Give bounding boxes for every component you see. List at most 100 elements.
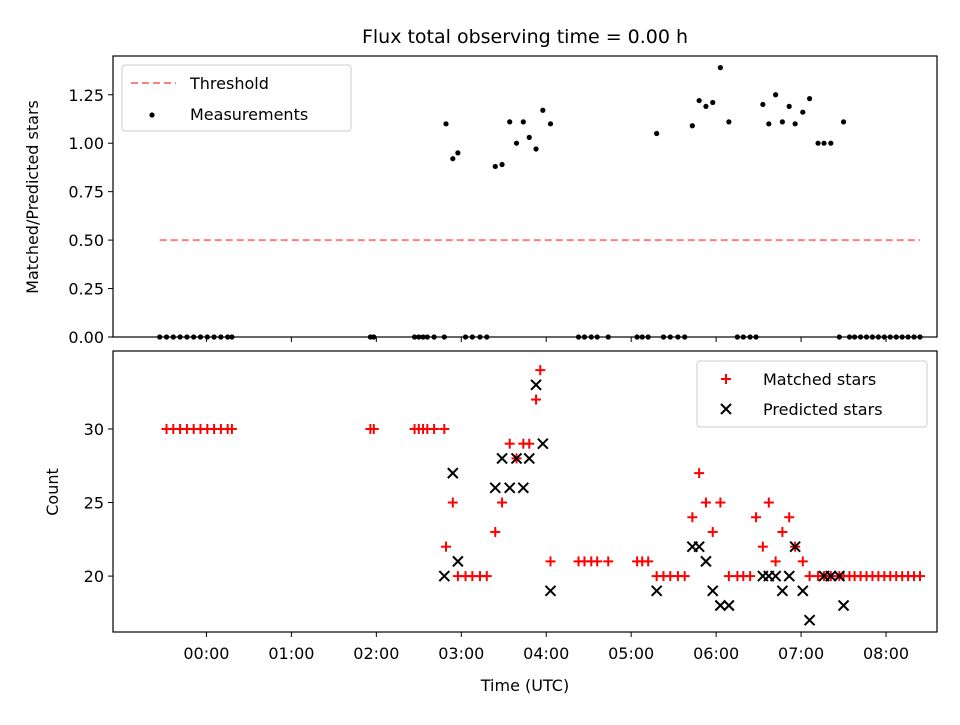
measurement-point (710, 99, 716, 106)
bottom-x-axis: 00:00 01:00 02:00 03:00 04:00 05:00 06:00 07:00… (183, 632, 909, 663)
predicted-star-point (650, 585, 663, 597)
measurement-point (526, 134, 532, 140)
bottom-y-axis-label: Count (43, 468, 62, 516)
matched-star-point (700, 497, 711, 508)
predicted-star-point (700, 555, 712, 568)
legend-measurements-label: Measurements (190, 105, 308, 124)
matched-star-point (545, 556, 556, 567)
x-tick-label: 00:00 (183, 644, 229, 663)
measurement-point (760, 101, 766, 108)
measurement-point (513, 140, 520, 146)
measurement-point (815, 140, 821, 146)
x-tick-label: 04:00 (523, 644, 569, 663)
matched-star-point (757, 541, 768, 552)
matched-star-point (439, 423, 450, 434)
legend-predicted-swatch (720, 403, 732, 415)
bottom-y-tick-label: 20 (84, 567, 104, 586)
measurement-point (540, 107, 546, 113)
legend-measurements-swatch (149, 112, 155, 118)
predicted-star-point (537, 437, 549, 450)
matched-star-point (497, 497, 508, 508)
top-y-axis-label: Matched/Predicted stars (23, 100, 42, 294)
bottom-y-tick-label: 25 (84, 494, 104, 513)
measurement-point (726, 119, 732, 125)
measurement-point (455, 150, 461, 156)
x-tick-label: 06:00 (693, 644, 739, 663)
x-tick-label: 08:00 (863, 644, 909, 663)
measurement-point (507, 119, 513, 125)
x-tick-label: 02:00 (353, 644, 399, 663)
measurement-point (806, 96, 813, 102)
matched-star-point (751, 512, 762, 523)
measurement-point (792, 121, 798, 127)
measurement-point (533, 146, 539, 152)
predicted-star-point (714, 599, 727, 612)
measurement-point (547, 121, 554, 127)
legend-matched-label: Matched stars (763, 370, 876, 389)
matched-star-point (784, 512, 795, 523)
bottom-axes-frame (112, 350, 938, 633)
matched-star-point (715, 497, 726, 508)
measurement-point (821, 140, 827, 146)
predicted-star-point (447, 467, 459, 479)
predicted-star-point (510, 452, 523, 465)
x-tick-label: 01:00 (268, 644, 314, 663)
predicted-star-point (707, 585, 719, 597)
matched-star-point (490, 526, 501, 537)
predicted-star-point (496, 452, 508, 465)
matched-star-point (763, 497, 774, 508)
predicted-star-point (833, 570, 846, 582)
chart-title: Flux total observing time = 0.00 h (362, 26, 688, 48)
predicted-star-point (723, 599, 735, 612)
bottom-legend-box (696, 360, 928, 428)
top-legend: Threshold Measurements (121, 64, 352, 132)
measurement-point (828, 140, 834, 146)
top-y-tick-label: 1.00 (68, 134, 104, 153)
legend-threshold-label: Threshold (189, 74, 269, 93)
measurement-point (492, 163, 498, 170)
x-tick-label: 05:00 (608, 644, 654, 663)
matched-star-point (804, 571, 815, 582)
bottom-plot-area (161, 365, 926, 626)
matched-star-point (723, 571, 734, 582)
top-x-ticks (205, 337, 887, 342)
predicted-star-point (438, 570, 451, 582)
bottom-y-tick-label: 30 (84, 420, 104, 439)
top-y-tick-label: 0.75 (68, 183, 104, 202)
measurement-point (800, 109, 806, 115)
measurement-point (696, 97, 702, 104)
matched-star-point (447, 497, 458, 508)
matched-star-point (694, 468, 705, 479)
predicted-star-point (544, 585, 557, 597)
predicted-star-point (452, 555, 464, 568)
x-tick-label: 03:00 (438, 644, 484, 663)
predicted-star-point (769, 570, 782, 582)
matched-star-point (531, 394, 542, 405)
x-tick-label: 07:00 (778, 644, 824, 663)
measurement-point (766, 121, 772, 127)
predicted-star-point (797, 585, 809, 597)
top-y-tick-label: 0.00 (68, 328, 104, 347)
predicted-star-point (825, 570, 837, 582)
x-axis-label: Time (UTC) (480, 676, 569, 695)
measurement-point (779, 119, 785, 125)
bottom-panel: 20 25 30 00:00 01:00 02:00 03:00 04:00 05:00 06:… (43, 350, 938, 695)
measurement-point (520, 119, 526, 125)
matched-star-point (777, 526, 788, 537)
matched-star-point (770, 556, 781, 567)
measurement-point (786, 103, 792, 109)
bottom-legend: Matched stars Predicted stars (696, 360, 928, 428)
matched-star-point (603, 556, 614, 567)
measurement-point (840, 119, 847, 125)
top-y-tick-label: 0.50 (68, 231, 104, 250)
matched-star-point (687, 512, 698, 523)
legend-predicted-label: Predicted stars (763, 400, 883, 419)
matched-star-point (504, 438, 515, 449)
matched-star-point (226, 423, 237, 434)
matched-star-point (481, 571, 492, 582)
matched-star-point (592, 556, 603, 567)
top-y-tick-label: 1.25 (68, 86, 104, 105)
matched-star-point (429, 423, 440, 434)
predicted-star-point (504, 482, 516, 494)
